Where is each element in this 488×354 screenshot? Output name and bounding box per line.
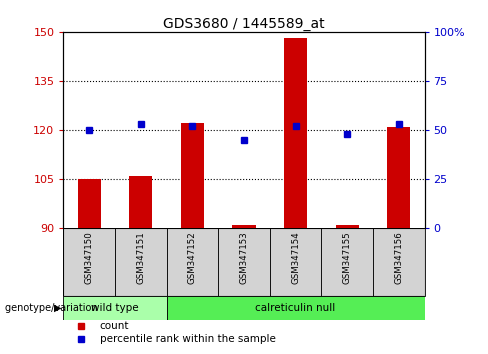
- Bar: [336, 224, 359, 228]
- Bar: [78, 179, 101, 228]
- Text: genotype/variation: genotype/variation: [5, 303, 101, 313]
- Text: count: count: [100, 321, 129, 331]
- Text: calreticulin null: calreticulin null: [255, 303, 336, 313]
- Bar: [232, 224, 256, 228]
- Bar: [63, 296, 166, 320]
- Text: GSM347151: GSM347151: [136, 231, 145, 284]
- Bar: [63, 228, 115, 296]
- Bar: [218, 228, 270, 296]
- Text: wild type: wild type: [91, 303, 139, 313]
- Bar: [284, 38, 307, 228]
- Title: GDS3680 / 1445589_at: GDS3680 / 1445589_at: [163, 17, 325, 31]
- Text: GSM347153: GSM347153: [240, 231, 248, 284]
- Text: GSM347152: GSM347152: [188, 231, 197, 284]
- Bar: [373, 228, 425, 296]
- Text: percentile rank within the sample: percentile rank within the sample: [100, 334, 275, 344]
- Text: GSM347155: GSM347155: [343, 231, 352, 284]
- Bar: [166, 228, 218, 296]
- Bar: [129, 176, 152, 228]
- Bar: [166, 296, 425, 320]
- Text: GSM347150: GSM347150: [85, 231, 94, 284]
- Text: GSM347156: GSM347156: [394, 231, 403, 284]
- Text: GSM347154: GSM347154: [291, 231, 300, 284]
- Bar: [387, 127, 410, 228]
- Text: ▶: ▶: [54, 303, 61, 313]
- Bar: [115, 228, 166, 296]
- Bar: [181, 123, 204, 228]
- Bar: [322, 228, 373, 296]
- Bar: [270, 228, 322, 296]
